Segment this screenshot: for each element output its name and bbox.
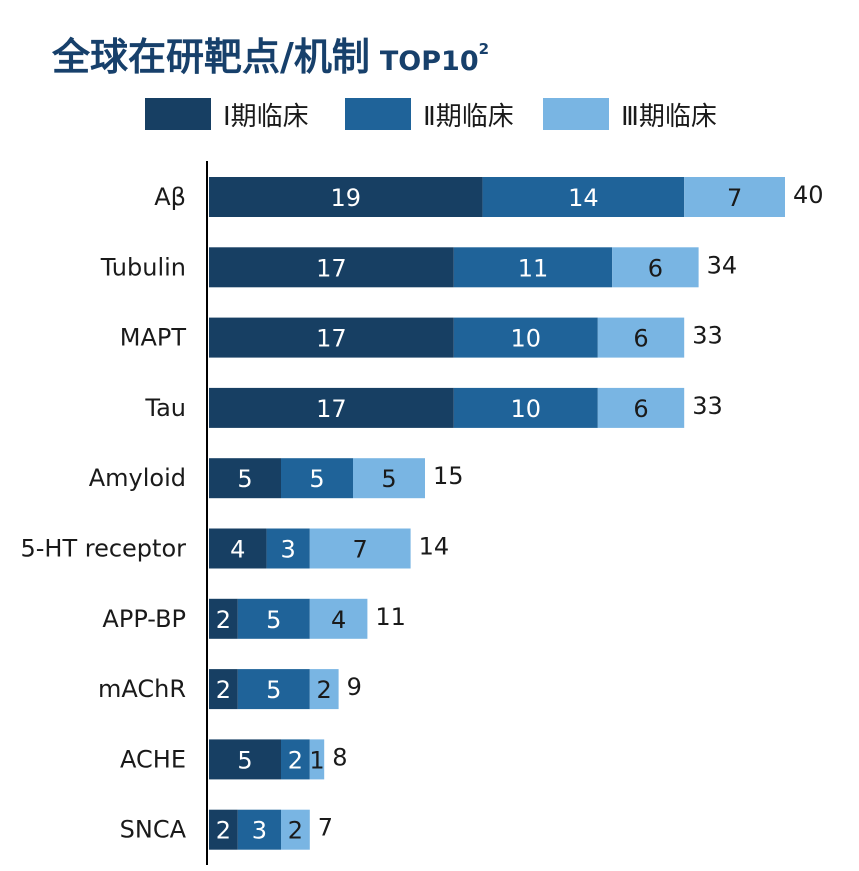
total-value-label: 33 xyxy=(692,392,723,420)
total-value-label: 34 xyxy=(707,251,738,279)
bar-segment xyxy=(684,177,785,217)
segment-value-label: 5 xyxy=(266,676,281,704)
legend-item-phase-2: Ⅱ期临床 xyxy=(345,96,514,132)
bar-segment xyxy=(237,809,281,850)
legend-swatch-phase-1 xyxy=(145,98,211,130)
bar-segment xyxy=(209,458,281,499)
category-label: Aβ xyxy=(154,183,186,211)
bar-segment xyxy=(237,669,310,710)
bar-segment xyxy=(209,177,483,217)
bar-segment xyxy=(309,669,339,710)
segment-value-label: 17 xyxy=(316,254,347,282)
category-label: SNCA xyxy=(120,816,187,844)
bar-segment xyxy=(209,387,454,428)
bar-segment xyxy=(209,739,281,780)
bar-segment xyxy=(453,317,598,358)
segment-value-label: 2 xyxy=(288,746,303,774)
bar-segment xyxy=(309,528,411,569)
segment-value-label: 7 xyxy=(353,536,368,564)
chart-title-suffix: TOP102 xyxy=(379,40,489,77)
bar-segment xyxy=(209,598,238,639)
total-value-label: 8 xyxy=(332,743,347,771)
total-value-label: 40 xyxy=(793,181,824,209)
chart-title-superscript: 2 xyxy=(478,40,490,58)
bar-segment xyxy=(453,387,598,428)
bar-segment xyxy=(209,669,238,710)
segment-value-label: 2 xyxy=(216,606,231,634)
bar-segment xyxy=(281,458,353,499)
segment-value-label: 5 xyxy=(237,465,252,493)
bar-segment xyxy=(353,458,425,499)
segment-value-label: 10 xyxy=(511,325,542,353)
segment-value-label: 2 xyxy=(216,676,231,704)
segment-value-label: 17 xyxy=(316,325,347,353)
total-value-label: 33 xyxy=(692,322,723,350)
segment-value-label: 2 xyxy=(216,817,231,845)
category-label: MAPT xyxy=(120,324,187,352)
legend-label-phase-1: Ⅰ期临床 xyxy=(223,101,309,132)
segment-value-label: 11 xyxy=(518,254,549,282)
category-label: mAChR xyxy=(98,675,186,703)
bar-segment xyxy=(281,739,310,780)
category-label: Tau xyxy=(144,394,186,422)
total-value-label: 7 xyxy=(318,814,333,842)
category-label: 5-HT receptor xyxy=(20,535,186,563)
bar-segment xyxy=(281,809,310,850)
bar-segment xyxy=(209,247,454,288)
bar-segment xyxy=(209,809,238,850)
total-value-label: 11 xyxy=(375,603,406,631)
segment-value-label: 6 xyxy=(648,254,663,282)
segment-value-label: 2 xyxy=(288,817,303,845)
segment-value-label: 3 xyxy=(252,817,267,845)
chart-title-main: 全球在研靶点/机制 xyxy=(52,35,370,79)
bar-segment xyxy=(209,317,454,358)
bar-segment xyxy=(612,247,699,288)
category-label: Amyloid xyxy=(89,464,186,492)
category-label: ACHE xyxy=(120,745,186,773)
legend-item-phase-1: Ⅰ期临床 xyxy=(145,96,309,132)
category-label: Tubulin xyxy=(100,253,186,281)
bar-segment xyxy=(597,317,685,358)
total-value-label: 9 xyxy=(347,673,362,701)
bar-segment xyxy=(597,387,685,428)
segment-value-label: 2 xyxy=(317,676,332,704)
segment-value-label: 10 xyxy=(511,395,542,423)
bar-segment xyxy=(209,528,267,569)
segment-value-label: 7 xyxy=(727,184,742,212)
segment-value-label: 5 xyxy=(381,465,396,493)
legend-swatch-phase-2 xyxy=(345,98,411,130)
segment-value-label: 6 xyxy=(633,395,648,423)
legend-label-phase-3: Ⅲ期临床 xyxy=(621,101,717,132)
bar-segment xyxy=(309,739,325,780)
legend-item-phase-3: Ⅲ期临床 xyxy=(543,96,717,132)
chart-title: 全球在研靶点/机制 TOP102 xyxy=(52,26,489,81)
segment-value-label: 1 xyxy=(309,746,324,774)
segment-value-label: 5 xyxy=(237,746,252,774)
segment-value-label: 17 xyxy=(316,395,347,423)
bar-segment xyxy=(482,177,685,217)
bar-segment xyxy=(453,247,613,288)
legend-label-phase-2: Ⅱ期临床 xyxy=(423,101,514,132)
segment-value-label: 5 xyxy=(266,606,281,634)
total-value-label: 15 xyxy=(433,462,464,490)
bar-segment xyxy=(309,598,368,639)
segment-value-label: 19 xyxy=(331,184,362,212)
total-value-label: 14 xyxy=(419,533,450,561)
segment-value-label: 4 xyxy=(230,536,245,564)
bar-segment xyxy=(266,528,310,569)
segment-value-label: 4 xyxy=(331,606,346,634)
legend-swatch-phase-3 xyxy=(543,98,609,130)
category-label: APP-BP xyxy=(102,605,186,633)
segment-value-label: 5 xyxy=(309,465,324,493)
segment-value-label: 6 xyxy=(633,325,648,353)
chart-title-suffix-text: TOP10 xyxy=(379,46,479,77)
segment-value-label: 14 xyxy=(568,184,599,212)
segment-value-label: 3 xyxy=(281,536,296,564)
bar-segment xyxy=(237,598,310,639)
